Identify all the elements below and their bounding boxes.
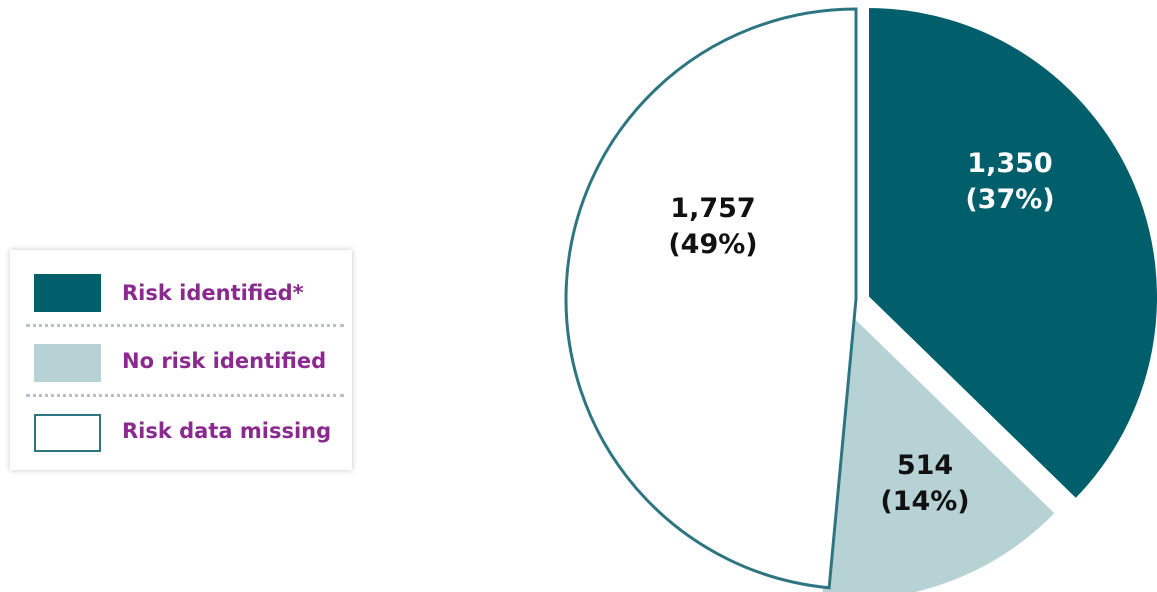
legend-label-no-risk-identified: No risk identified bbox=[122, 349, 327, 373]
legend-label-risk-identified: Risk identified* bbox=[122, 281, 304, 305]
pie-slice-risk-data-missing bbox=[564, 7, 858, 590]
slice-percent-label: (37%) bbox=[965, 184, 1054, 215]
legend-swatch-risk-identified bbox=[34, 274, 101, 312]
slice-value-label: 1,757 bbox=[670, 193, 755, 224]
legend-label-risk-data-missing: Risk data missing bbox=[122, 419, 332, 443]
legend-item-no-risk-identified: No risk identified bbox=[10, 334, 352, 388]
slice-value-label: 514 bbox=[897, 450, 953, 481]
legend-divider bbox=[26, 324, 344, 327]
legend-item-risk-identified: Risk identified* bbox=[10, 266, 352, 320]
slice-percent-label: (49%) bbox=[668, 229, 757, 260]
slice-value-label: 1,350 bbox=[967, 148, 1052, 179]
slice-data-label: 1,350 (37%) bbox=[965, 148, 1054, 215]
legend-swatch-no-risk-identified bbox=[34, 344, 101, 382]
legend-swatch-risk-data-missing bbox=[34, 414, 101, 452]
pie-slice-risk-identified bbox=[867, 5, 1157, 501]
slice-percent-label: (14%) bbox=[880, 486, 969, 517]
pie-slice-no-risk-identified bbox=[820, 308, 1058, 592]
legend-divider bbox=[26, 394, 344, 397]
slice-data-label: 514 (14%) bbox=[880, 450, 969, 517]
slice-data-label: 1,757 (49%) bbox=[668, 193, 757, 260]
chart-legend: Risk identified* No risk identified Risk… bbox=[10, 250, 352, 470]
legend-item-risk-data-missing: Risk data missing bbox=[10, 404, 352, 458]
